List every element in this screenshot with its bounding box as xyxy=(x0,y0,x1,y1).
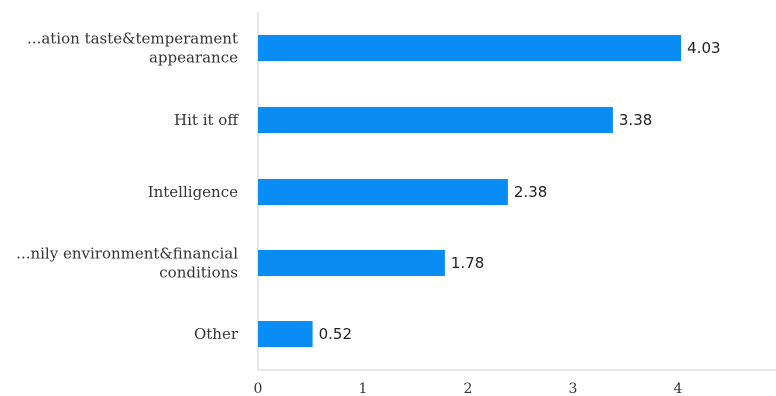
bar xyxy=(258,321,313,347)
category-label: Other xyxy=(194,325,239,343)
category-label: Hit it off xyxy=(174,111,239,129)
bar xyxy=(258,35,682,61)
x-tick-label: 4 xyxy=(674,381,683,396)
x-tick-label: 2 xyxy=(464,381,473,396)
value-label: 0.52 xyxy=(319,325,352,343)
bars-group xyxy=(258,35,682,347)
x-tick-labels-group: 012345 xyxy=(254,381,683,396)
bar xyxy=(258,107,613,133)
value-label: 1.78 xyxy=(451,254,484,272)
category-label: appearance xyxy=(149,49,238,67)
value-labels-group: 4.03 3.38 2.38 1.78 0.52 xyxy=(319,39,721,343)
category-label: Intelligence xyxy=(148,183,238,201)
x-tick-label: 0 xyxy=(254,381,263,396)
category-label: conditions xyxy=(159,264,238,282)
value-label: 3.38 xyxy=(619,111,652,129)
bar xyxy=(258,179,508,205)
value-label: 2.38 xyxy=(514,183,547,201)
x-tick-label: 3 xyxy=(569,381,578,396)
category-label: ...ation taste&temperament xyxy=(27,30,238,48)
value-label: 4.03 xyxy=(687,39,720,57)
bar xyxy=(258,250,445,276)
category-label: ...nily environment&financial xyxy=(16,245,238,263)
x-tick-label: 1 xyxy=(359,381,368,396)
